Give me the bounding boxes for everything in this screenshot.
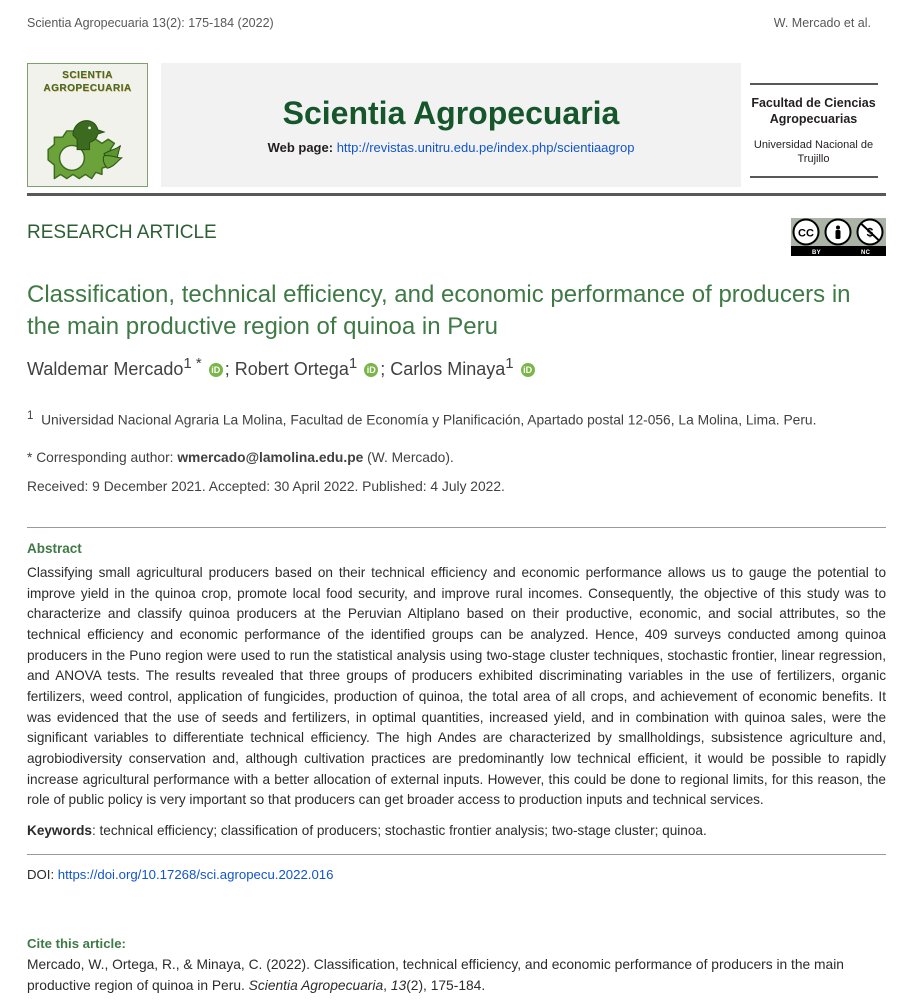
svg-text:CC: CC (798, 228, 814, 240)
